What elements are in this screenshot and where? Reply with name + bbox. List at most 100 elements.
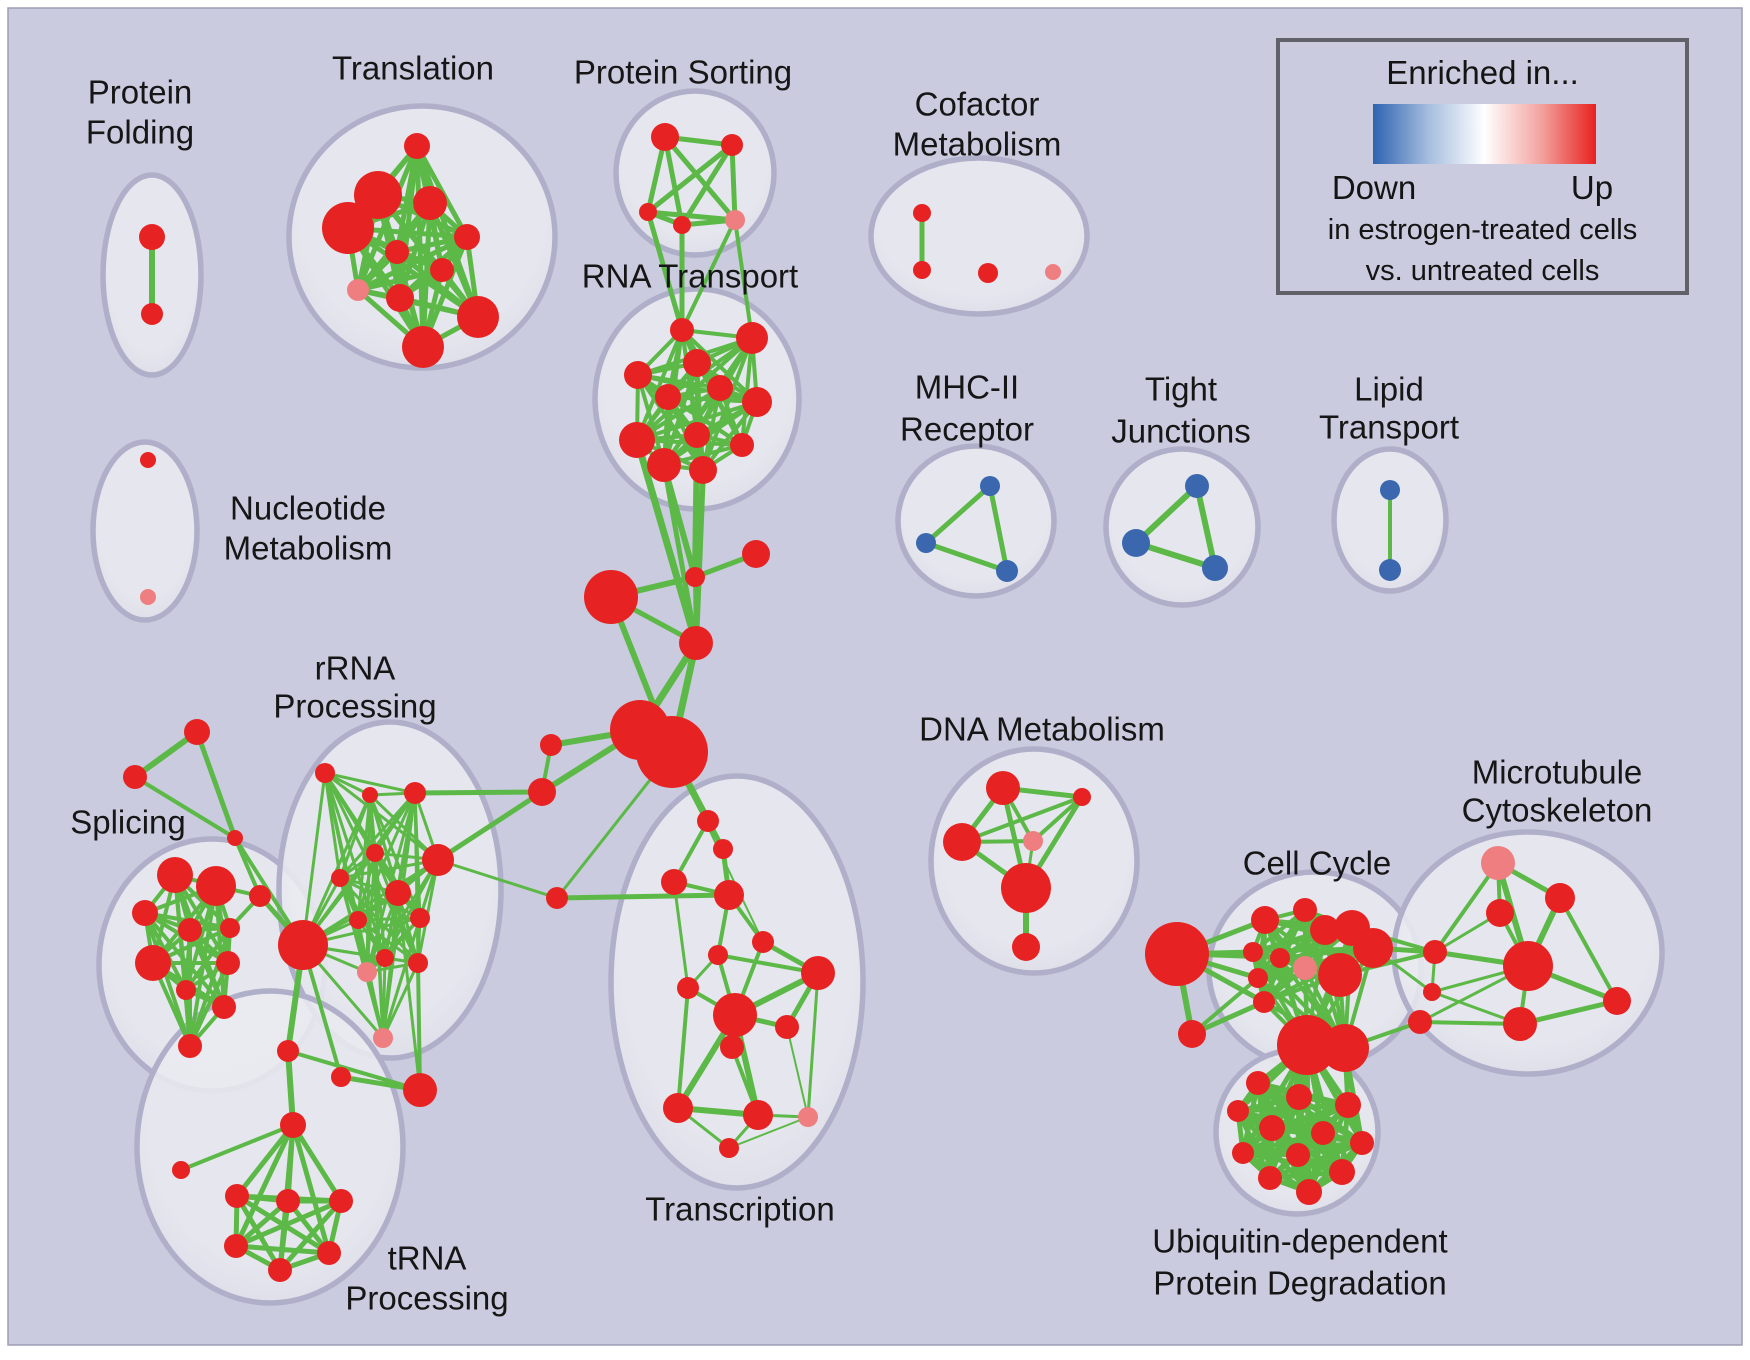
- edge-tr7-tr11: [676, 986, 690, 1110]
- edge-r2-r5: [338, 791, 417, 880]
- cluster-label-protein-sorting-line0: Protein Sorting: [574, 54, 792, 91]
- gene-set-node-ps0: [651, 123, 679, 151]
- cluster-ellipse-nucleotide-metabolism: [90, 439, 200, 623]
- gene-set-node-mh2: [996, 560, 1018, 582]
- gene-set-node-s8: [212, 995, 236, 1019]
- gene-set-node-cb1: [584, 570, 638, 624]
- gene-set-node-cc9: [1248, 968, 1268, 988]
- edge-rt6-rt7: [635, 400, 759, 442]
- gene-set-node-pf0: [139, 224, 165, 250]
- gene-set-node-cm: [679, 626, 713, 660]
- edge-t6-t7: [355, 267, 445, 293]
- gene-set-node-u9: [1258, 1166, 1282, 1190]
- gene-set-node-mt0: [1481, 846, 1515, 880]
- gene-set-node-cf1: [913, 261, 931, 279]
- edge-r8-r10: [356, 918, 420, 965]
- gene-set-node-tr9: [775, 1015, 799, 1039]
- edge-th0-thl: [179, 1123, 295, 1172]
- edge-tn2-tn3: [233, 1198, 344, 1249]
- gene-set-node-t4: [454, 224, 480, 250]
- gene-set-node-tr6: [801, 956, 835, 990]
- cluster-label-nucleotide-metabolism-line0: Nucleotide: [230, 490, 386, 527]
- gene-set-node-ch: [685, 567, 705, 587]
- gene-set-node-r7: [410, 908, 430, 928]
- edge-mh1-mh2: [923, 540, 1010, 574]
- gene-set-node-t0: [404, 133, 430, 159]
- gene-set-node-tr8: [713, 993, 757, 1037]
- gene-set-node-r3: [366, 844, 384, 862]
- legend-title: Enriched in...: [1386, 54, 1579, 91]
- gene-set-node-cf3: [1045, 264, 1061, 280]
- gene-set-node-cc2: [1251, 906, 1279, 934]
- cluster-label-microtubule-cytoskeleton-line0: Microtubule: [1472, 754, 1643, 791]
- edge-cc1-cc9: [1190, 976, 1260, 1036]
- gene-set-node-cc12: [1353, 928, 1393, 968]
- edge-s2-s9: [143, 911, 192, 1048]
- gene-set-node-tn5: [268, 1258, 292, 1282]
- gene-set-node-s2: [132, 900, 158, 926]
- edge-tri1-tri2: [133, 775, 237, 840]
- edge-ps4-rt1: [733, 218, 754, 340]
- cluster-label-trna-processing-line0: tRNA: [388, 1240, 467, 1277]
- gene-set-node-cc4: [1310, 915, 1340, 945]
- gene-set-node-s3: [178, 918, 202, 942]
- gene-set-node-tn2: [329, 1189, 353, 1213]
- edge-r0-r12: [301, 771, 327, 947]
- gene-set-node-rt6: [742, 387, 772, 417]
- gene-set-node-tr10: [720, 1035, 744, 1059]
- gene-set-node-u5: [1311, 1121, 1335, 1145]
- gene-set-node-tr0: [697, 810, 719, 832]
- edge-ps1-ps3: [679, 142, 735, 228]
- cluster-label-nucleotide-metabolism-line1: Metabolism: [224, 530, 393, 567]
- edge-tj0-tj2: [1194, 483, 1218, 571]
- gene-set-node-r2: [404, 782, 426, 804]
- edge-cl3-r4: [436, 858, 559, 900]
- cluster-label-mhc-ii-receptor-line1: Receptor: [900, 411, 1034, 448]
- gene-set-node-cc14: [1321, 1024, 1369, 1072]
- gene-set-node-cc7: [1270, 948, 1290, 968]
- edge-r0-r2: [323, 771, 417, 795]
- gene-set-node-nu0: [140, 452, 156, 468]
- edge-cc15-mt0: [1433, 861, 1500, 954]
- edge-tr6-tr13: [806, 971, 820, 1119]
- gene-set-node-rt8: [684, 422, 710, 448]
- gene-set-node-d0: [986, 771, 1020, 805]
- edge-rt10-cm: [661, 462, 699, 646]
- gene-set-node-cc6: [1243, 942, 1263, 962]
- gene-set-node-tri0: [184, 719, 210, 745]
- edge-s1-s8: [214, 884, 226, 1009]
- edge-th0-tn0: [234, 1122, 296, 1199]
- gene-set-node-u10: [1329, 1159, 1355, 1185]
- gene-set-node-tr1: [713, 839, 733, 859]
- gene-set-node-r5: [331, 869, 349, 887]
- gene-set-node-r10: [408, 953, 428, 973]
- cluster-ellipse-mhc-ii-receptor: [895, 443, 1057, 599]
- edge-th0-tn2: [290, 1122, 344, 1204]
- cluster-label-dna-metabolism-line0: DNA Metabolism: [919, 711, 1165, 748]
- gene-set-node-rt2: [683, 349, 711, 377]
- gene-set-node-t10: [402, 326, 444, 368]
- gene-set-node-cc16: [1423, 983, 1441, 1001]
- gene-set-node-tr12: [743, 1100, 773, 1130]
- gene-set-node-cc0: [1145, 922, 1209, 986]
- gene-set-node-rt11: [689, 456, 717, 484]
- cluster-label-cell-cycle-line0: Cell Cycle: [1243, 845, 1392, 882]
- cluster-label-cofactor-metabolism-line1: Metabolism: [893, 126, 1062, 163]
- gene-set-node-r14: [331, 1067, 351, 1087]
- legend-box: Enriched in... Down Up in estrogen-treat…: [1276, 38, 1689, 295]
- edge-tr13-tr14: [728, 1116, 809, 1149]
- edge-r6-r11: [365, 891, 400, 974]
- gene-set-node-mh1: [916, 533, 936, 553]
- edge-th0-tn3: [233, 1122, 296, 1249]
- cluster-label-trna-processing-line1: Processing: [345, 1280, 508, 1317]
- edge-tn2-tn5: [277, 1198, 344, 1273]
- gene-set-node-rt10: [647, 448, 681, 482]
- edge-cl2-r2: [412, 789, 545, 796]
- gene-set-node-mt2: [1486, 899, 1514, 927]
- edge-r10-r15: [416, 961, 422, 1092]
- gene-set-node-c2: [636, 716, 708, 788]
- edge-ps1-ps4: [729, 142, 738, 223]
- gene-set-node-d4: [1001, 863, 1051, 913]
- gene-set-node-th0: [280, 1112, 306, 1138]
